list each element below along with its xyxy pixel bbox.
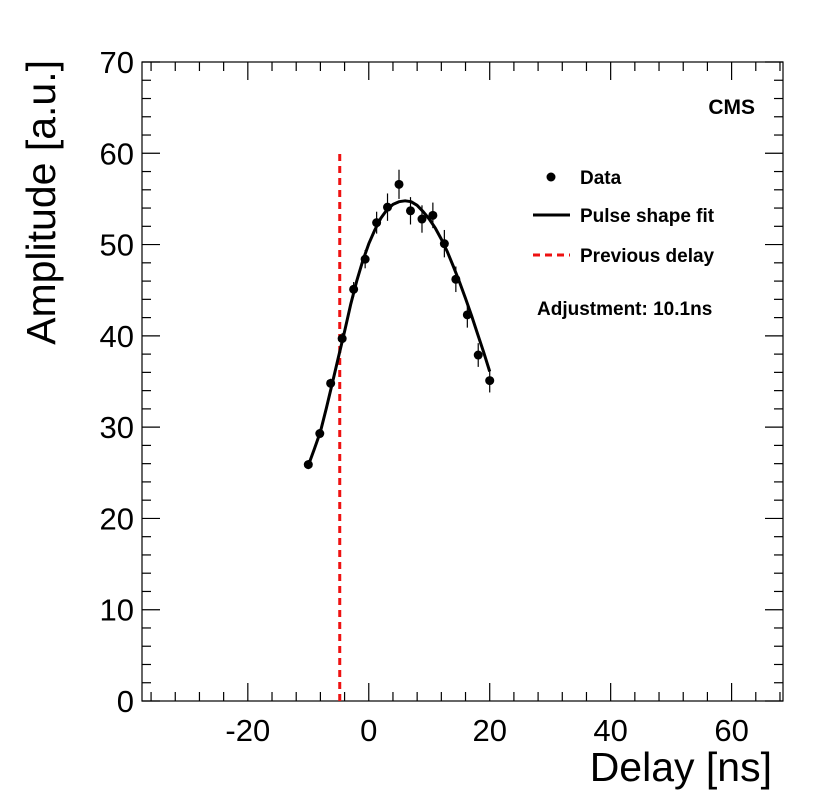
data-point bbox=[372, 211, 382, 234]
data-point bbox=[405, 197, 415, 225]
data-point bbox=[337, 333, 347, 345]
pulse-shape-fit-line bbox=[306, 199, 492, 467]
legend-data-marker bbox=[546, 172, 556, 182]
axis-ticks bbox=[142, 61, 783, 702]
data-point-marker bbox=[383, 202, 393, 212]
data-point-marker bbox=[405, 206, 415, 216]
data-point bbox=[462, 302, 472, 328]
x-axis-title: Delay [ns] bbox=[590, 744, 772, 790]
y-tick-label: 0 bbox=[117, 684, 134, 719]
data-point bbox=[383, 193, 393, 221]
data-point bbox=[394, 169, 404, 199]
data-point bbox=[303, 460, 313, 470]
data-point-marker bbox=[372, 218, 382, 228]
data-point bbox=[439, 229, 449, 258]
legend-fit-label: Pulse shape fit bbox=[580, 206, 715, 227]
x-tick-label: 0 bbox=[360, 713, 377, 748]
data-point-marker bbox=[394, 179, 404, 189]
y-tick-label: 10 bbox=[100, 593, 134, 628]
legend-data-label: Data bbox=[580, 168, 622, 189]
data-point-marker bbox=[303, 460, 313, 470]
data-point bbox=[485, 368, 495, 393]
data-layer bbox=[303, 169, 495, 470]
plot-frame bbox=[141, 61, 784, 702]
x-tick-label: 60 bbox=[714, 713, 748, 748]
data-point-marker bbox=[360, 254, 370, 264]
data-point bbox=[473, 343, 483, 367]
data-point-marker bbox=[462, 310, 472, 320]
data-point-marker bbox=[473, 350, 483, 360]
data-point-marker bbox=[485, 376, 495, 386]
y-tick-label: 50 bbox=[100, 228, 134, 263]
legend-previous-delay-label: Previous delay bbox=[580, 246, 715, 267]
y-tick-label: 30 bbox=[100, 410, 134, 445]
legend: Data Pulse shape fit Previous delay bbox=[533, 168, 715, 267]
data-point bbox=[417, 205, 427, 233]
data-point-marker bbox=[337, 334, 347, 344]
y-tick-label: 70 bbox=[100, 45, 134, 80]
data-point bbox=[315, 428, 325, 439]
data-point bbox=[326, 378, 336, 388]
data-point-marker bbox=[349, 284, 359, 294]
y-axis-title: Amplitude [a.u.] bbox=[18, 60, 64, 345]
adjustment-annotation: Adjustment: 10.1ns bbox=[537, 299, 712, 320]
cms-label: CMS bbox=[708, 96, 755, 119]
y-tick-label: 20 bbox=[100, 501, 134, 536]
data-point-marker bbox=[428, 210, 438, 220]
x-tick-label: 20 bbox=[472, 713, 506, 748]
data-point-marker bbox=[326, 378, 336, 388]
data-point-marker bbox=[417, 214, 427, 224]
data-point bbox=[349, 281, 359, 297]
fit-layer bbox=[306, 199, 492, 467]
data-point-marker bbox=[315, 429, 325, 439]
x-tick-label: 40 bbox=[593, 713, 627, 748]
y-tick-label: 40 bbox=[100, 319, 134, 354]
data-point-marker bbox=[451, 274, 461, 284]
tick-labels: -20 0 20 40 60 0 10 20 30 40 50 60 70 bbox=[100, 45, 749, 748]
y-tick-label: 60 bbox=[100, 136, 134, 171]
x-tick-label: -20 bbox=[225, 713, 270, 748]
plot-frame-rect bbox=[141, 61, 784, 702]
data-point-marker bbox=[439, 239, 449, 249]
data-point bbox=[428, 202, 438, 229]
data-point bbox=[360, 250, 370, 269]
data-point bbox=[451, 266, 461, 293]
